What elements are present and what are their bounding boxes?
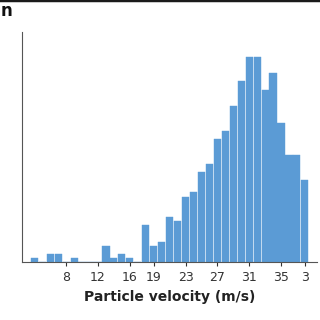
Bar (31, 258, 38, 262)
Bar (150, 246, 157, 262)
Bar (222, 131, 229, 262)
Bar (174, 221, 181, 262)
Bar (238, 81, 245, 262)
Bar (198, 172, 205, 262)
Bar (277, 123, 284, 262)
Bar (102, 246, 109, 262)
Bar (253, 57, 261, 262)
Bar (245, 57, 253, 262)
Bar (293, 156, 300, 262)
X-axis label: Particle velocity (m/s): Particle velocity (m/s) (84, 290, 255, 304)
Bar (55, 254, 62, 262)
Bar (214, 139, 221, 262)
Bar (190, 192, 197, 262)
Bar (158, 242, 165, 262)
Bar (166, 217, 173, 262)
Bar (126, 258, 133, 262)
Text: n: n (0, 3, 12, 20)
Bar (70, 258, 78, 262)
Bar (182, 196, 189, 262)
Bar (47, 254, 54, 262)
Bar (110, 258, 117, 262)
Bar (206, 164, 213, 262)
Bar (301, 180, 308, 262)
Bar (269, 73, 276, 262)
Bar (285, 156, 292, 262)
Bar (118, 254, 125, 262)
Bar (261, 90, 269, 262)
Bar (230, 106, 237, 262)
Bar (142, 225, 149, 262)
